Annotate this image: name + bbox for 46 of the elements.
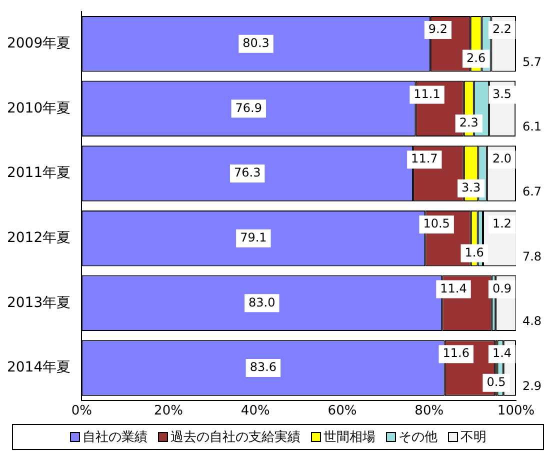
data-label: 79.1 xyxy=(240,230,267,244)
data-label: 3.5 xyxy=(492,86,512,101)
data-label: 80.3 xyxy=(242,36,270,50)
legend-label: 不明 xyxy=(460,429,486,446)
data-label: 76.3 xyxy=(234,166,261,180)
data-label: 2.6 xyxy=(466,50,486,65)
data-label: 76.9 xyxy=(235,100,262,115)
x-tick-label: 0% xyxy=(71,404,92,419)
y-tick-label: 2010年夏 xyxy=(6,100,71,116)
data-label: 6.7 xyxy=(522,184,542,198)
y-tick-label: 2009年夏 xyxy=(6,35,71,52)
data-label: 83.0 xyxy=(248,295,276,310)
data-label: 2.3 xyxy=(459,116,478,130)
x-tick-label: 80% xyxy=(414,404,444,419)
data-label: 83.6 xyxy=(250,360,277,374)
y-tick-label: 2011年夏 xyxy=(6,165,71,182)
data-label: 11.7 xyxy=(411,152,438,166)
data-label: 0.5 xyxy=(486,374,506,389)
x-tick-label: 40% xyxy=(240,404,270,419)
x-tick-label: 20% xyxy=(154,404,183,419)
data-label: 4.8 xyxy=(522,314,542,328)
legend-label: 過去の自社の支給実績 xyxy=(170,429,300,446)
y-tick-label: 2013年夏 xyxy=(6,294,71,311)
data-label: 2.9 xyxy=(522,378,542,393)
data-label: 9.2 xyxy=(428,22,448,36)
y-tick-label: 2014年夏 xyxy=(6,360,71,376)
data-label: 11.1 xyxy=(414,86,440,101)
data-label: 0.9 xyxy=(492,281,512,296)
data-label: 2.2 xyxy=(492,22,512,36)
y-tick-label: 2012年夏 xyxy=(6,230,71,246)
legend-label: その他 xyxy=(398,429,438,446)
data-label: 11.6 xyxy=(442,346,470,360)
data-label: 1.2 xyxy=(492,216,512,231)
data-label: 10.5 xyxy=(423,216,450,231)
data-label: 11.4 xyxy=(440,281,467,296)
data-label: 2.0 xyxy=(492,152,512,166)
x-tick-label: 100% xyxy=(497,404,535,419)
data-label: 6.1 xyxy=(522,120,542,134)
data-label: 5.7 xyxy=(522,54,542,69)
x-tick-label: 60% xyxy=(328,404,357,419)
data-label: 7.8 xyxy=(522,249,542,264)
data-label: 1.6 xyxy=(464,245,484,260)
data-label: 3.3 xyxy=(461,180,481,194)
data-label: 1.4 xyxy=(492,346,512,360)
legend-label: 世間相場 xyxy=(324,429,376,446)
text: 自社の業績 xyxy=(82,429,148,446)
